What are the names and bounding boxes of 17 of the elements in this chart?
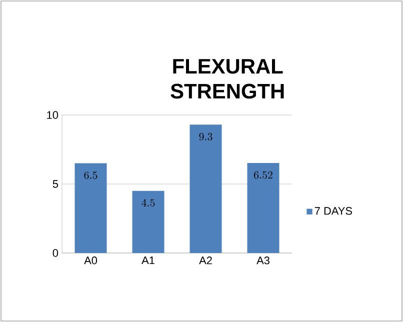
y-tick-label: 0	[52, 249, 58, 257]
bar	[74, 163, 107, 253]
y-tick-label: 10	[47, 111, 58, 119]
x-tick-label: A3	[256, 256, 270, 264]
x-tick-label: A1	[142, 256, 154, 264]
data-label: 9.3	[199, 132, 212, 140]
x-tick-label: A0	[84, 256, 98, 264]
data-label: 6.52	[254, 171, 272, 179]
data-label: 4.5	[142, 199, 155, 207]
legend-label: 7 DAYS	[314, 207, 352, 215]
bar	[132, 190, 164, 253]
y-tick-label: 5	[52, 180, 58, 188]
bar	[247, 163, 280, 253]
data-label: 6.5	[84, 172, 98, 180]
chart-title: FLEXURAL STRENGTH	[170, 59, 284, 99]
bar	[190, 124, 222, 253]
x-tick-label: A2	[199, 256, 212, 264]
